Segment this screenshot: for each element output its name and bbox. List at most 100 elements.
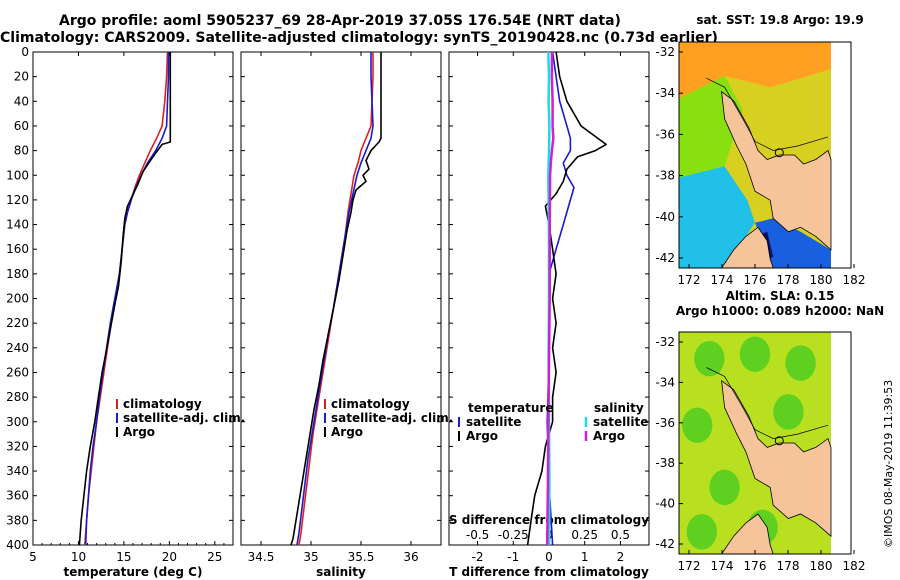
- differences-xtick-label: 1: [581, 550, 589, 564]
- sla-lon-label: 174: [711, 559, 734, 573]
- sst-lat-label: -40: [655, 210, 675, 224]
- sla-anomaly-blob: [773, 394, 804, 430]
- differences-series-line: [526, 51, 607, 546]
- sla-lat-label: -42: [655, 537, 675, 551]
- sst-map-frame: [678, 41, 852, 269]
- temperature-xtick-label: 20: [162, 550, 177, 564]
- sst-warm-patch: [679, 42, 831, 99]
- sst-lon-label: 180: [810, 273, 833, 287]
- temperature-series-line: [78, 52, 172, 546]
- sst-north-island: [721, 90, 832, 251]
- sla-anomaly-blob: [694, 340, 725, 377]
- sst-lon-label: 178: [777, 273, 800, 287]
- depth-tick-label: 260: [6, 365, 29, 379]
- sla-anomaly-blob: [785, 345, 816, 381]
- sla-lon-label: 182: [843, 559, 866, 573]
- differences-xlabel: T difference from climatology: [449, 565, 649, 579]
- sst-lon-label: 172: [678, 273, 701, 287]
- sst-lon-label: 174: [711, 273, 734, 287]
- temperature-series-line: [84, 52, 170, 546]
- salinity-xtick-label: 35.5: [348, 550, 375, 564]
- salinity-legend-label: climatology: [331, 397, 410, 411]
- temperature-legend-label: satellite-adj. clim.: [123, 411, 245, 425]
- sla-lon-label: 178: [777, 559, 800, 573]
- diff-legend-salinity-title: salinity: [594, 401, 644, 415]
- salinity-axes-box: [240, 51, 442, 546]
- diff-legend-label: Argo: [593, 429, 625, 443]
- diff-legend-label: satellite: [593, 415, 648, 429]
- sst-lat-label: -36: [655, 127, 675, 141]
- sdiff-tick-label: 0.25: [571, 528, 598, 542]
- sla-map: [678, 331, 855, 555]
- depth-tick-label: 20: [14, 70, 29, 84]
- depth-tick-label: 100: [6, 168, 29, 182]
- sst-argo-location: [774, 148, 784, 158]
- differences-series-line: [545, 52, 555, 546]
- depth-tick-label: 60: [14, 119, 29, 133]
- sst-lat-label: -32: [655, 45, 675, 59]
- sla-south-island: [720, 513, 774, 555]
- sla-map-title: Altim. SLA: 0.15: [725, 289, 835, 303]
- sdiff-tick-label: -0.25: [498, 528, 529, 542]
- temperature-xtick-label: 10: [71, 550, 86, 564]
- depth-tick-label: 80: [14, 144, 29, 158]
- depth-tick-label: 0: [21, 45, 29, 59]
- sst-lat-label: -34: [655, 86, 675, 100]
- sst-depth-contour: [706, 77, 829, 151]
- sdiff-tick-label: -0.5: [466, 528, 489, 542]
- sst-map: [678, 41, 855, 269]
- sst-cold-patch: [755, 218, 831, 268]
- sst-lon-label: 182: [843, 273, 866, 287]
- title-line-2: Climatology: CARS2009. Satellite-adjuste…: [0, 30, 718, 46]
- sla-blank-area: [831, 332, 851, 554]
- depth-tick-label: 40: [14, 94, 29, 108]
- temperature-xtick-label: 25: [207, 550, 222, 564]
- diff-legend-label: satellite: [466, 415, 521, 429]
- salinity-series-line: [296, 52, 374, 546]
- diff-legend-label: Argo: [466, 429, 498, 443]
- depth-tick-label: 400: [6, 538, 29, 552]
- temperature-xtick-label: 15: [116, 550, 131, 564]
- depth-tick-label: 320: [6, 439, 29, 453]
- sst-south-island: [720, 226, 774, 269]
- sla-lon-label: 180: [810, 559, 833, 573]
- differences-xtick-label: -2: [472, 550, 484, 564]
- title-line-1: Argo profile: aoml 5905237_69 28-Apr-201…: [59, 13, 621, 29]
- sst-lon-label: 176: [744, 273, 767, 287]
- differences-series-line: [546, 51, 575, 546]
- temperature-axes-box: [32, 51, 234, 546]
- sst-map-title: sat. SST: 19.8 Argo: 19.9: [696, 13, 864, 27]
- sla-lat-label: -38: [655, 456, 675, 470]
- sla-lat-label: -34: [655, 375, 675, 389]
- imos-stamp: ©IMOS 08-May-2019 11:39:53: [882, 379, 895, 548]
- temperature-series-line: [84, 51, 169, 546]
- salinity-series-line: [290, 52, 382, 546]
- sla-lat-label: -36: [655, 416, 675, 430]
- temperature-legend-label: climatology: [123, 397, 202, 411]
- salinity-xtick-label: 34.5: [248, 550, 275, 564]
- depth-tick-label: 160: [6, 242, 29, 256]
- depth-tick-label: 280: [6, 390, 29, 404]
- sst-lat-label: -38: [655, 169, 675, 183]
- sla-lat-label: -40: [655, 497, 675, 511]
- differences-xtick-label: -1: [507, 550, 519, 564]
- sla-lon-label: 172: [678, 559, 701, 573]
- sla-depth-contour: [706, 367, 829, 439]
- sst-blank-area: [831, 42, 851, 268]
- sla-lat-label: -32: [655, 335, 675, 349]
- temperature-xlabel: temperature (deg C): [64, 565, 203, 579]
- sla-anomaly-blob: [709, 469, 740, 506]
- sla-lon-label: 176: [744, 559, 767, 573]
- depth-tick-label: 240: [6, 341, 29, 355]
- differences-xtick-label: 0: [545, 550, 553, 564]
- depth-tick-label: 120: [6, 193, 29, 207]
- temperature-xtick-label: 5: [29, 550, 37, 564]
- sst-cool-patch: [679, 166, 755, 268]
- sdiff-tick-label: 0.5: [611, 528, 630, 542]
- sla-argo-location: [774, 436, 784, 446]
- temperature-legend-label: Argo: [123, 425, 155, 439]
- sla-map-frame: [678, 331, 852, 555]
- salinity-xlabel: salinity: [316, 565, 366, 579]
- depth-tick-label: 140: [6, 218, 29, 232]
